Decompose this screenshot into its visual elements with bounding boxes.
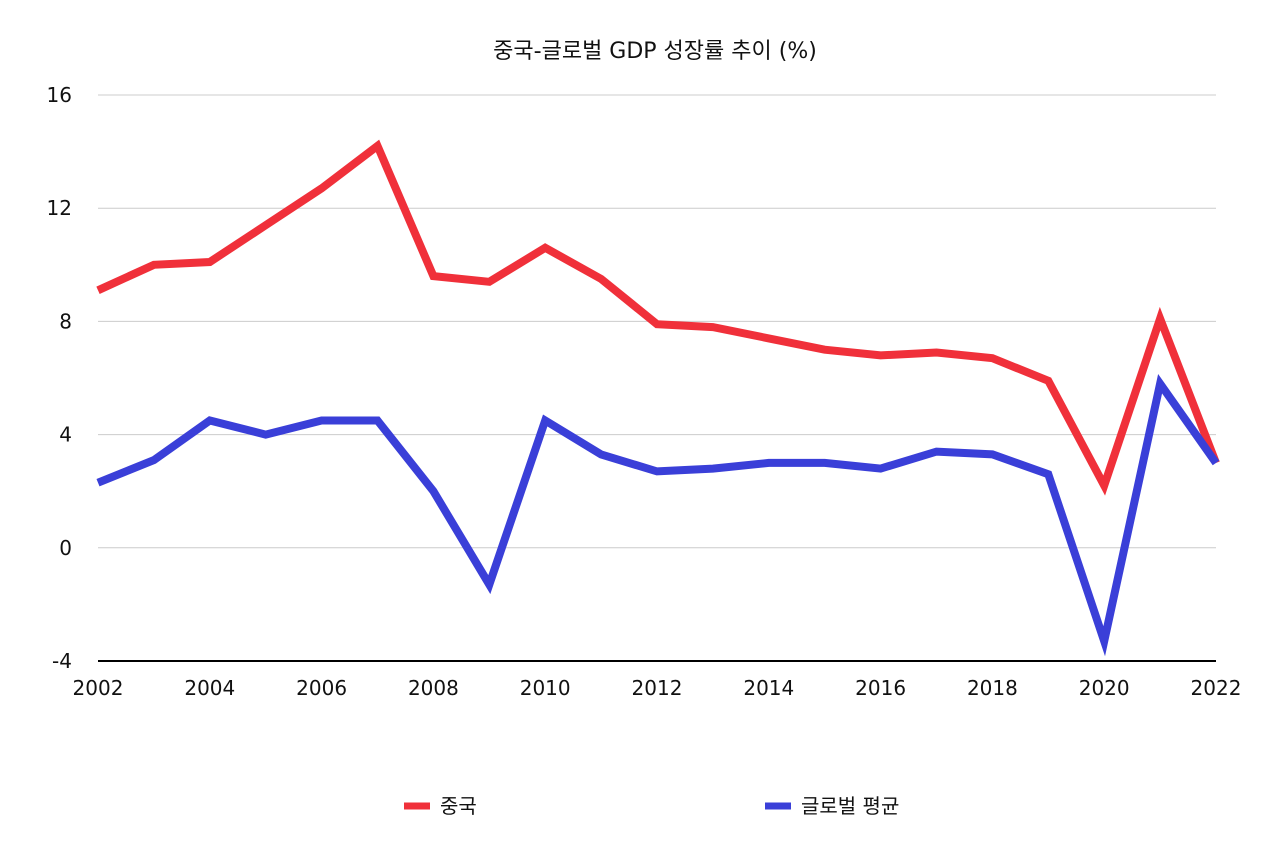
legend: 중국 글로벌 평균 — [404, 794, 899, 818]
data-point-0 — [209, 261, 210, 262]
data-point-0 — [545, 247, 546, 248]
chart-title: 중국-글로벌 GDP 성장률 추이 (%) — [493, 39, 817, 64]
data-point-0 — [992, 358, 993, 359]
data-point-0 — [936, 352, 937, 353]
data-point-1 — [377, 420, 378, 421]
data-point-1 — [153, 460, 154, 461]
data-point-0 — [1104, 485, 1105, 486]
data-point-0 — [601, 278, 602, 279]
y-tick-label: 16 — [47, 83, 72, 107]
series-lines — [96, 139, 1220, 657]
data-point-0 — [880, 355, 881, 356]
x-tick-label: 2008 — [408, 676, 459, 700]
data-point-1 — [657, 471, 658, 472]
data-point-0 — [489, 281, 490, 282]
data-point-0 — [1160, 318, 1161, 319]
y-tick-label: -4 — [52, 649, 72, 673]
x-tick-label: 2020 — [1079, 676, 1130, 700]
axes: -4 0 4 8 12 16 2002 2004 2006 2008 2010 2012 2014 201… — [47, 83, 1242, 700]
data-point-1 — [601, 454, 602, 455]
data-point-1 — [545, 420, 546, 421]
x-tick-label: 2014 — [743, 676, 794, 700]
x-tick-label: 2006 — [296, 676, 347, 700]
data-point-0 — [1048, 380, 1049, 381]
data-point-1 — [768, 462, 769, 463]
data-point-1 — [98, 482, 99, 483]
x-tick-label: 2002 — [73, 676, 124, 700]
data-point-0 — [768, 338, 769, 339]
data-point-1 — [992, 454, 993, 455]
data-point-0 — [824, 349, 825, 350]
data-point-1 — [824, 462, 825, 463]
y-tick-label: 8 — [59, 309, 72, 333]
data-point-1 — [1048, 474, 1049, 475]
x-tick-label: 2010 — [520, 676, 571, 700]
y-tick-label: 12 — [47, 196, 72, 220]
data-point-1 — [1104, 641, 1105, 642]
data-point-0 — [712, 327, 713, 328]
legend-label-1: 글로벌 평균 — [801, 794, 899, 818]
data-point-1 — [1160, 383, 1161, 384]
data-point-0 — [265, 225, 266, 226]
series-line-0 — [96, 139, 1220, 496]
y-tick-label: 0 — [59, 536, 72, 560]
data-point-1 — [321, 420, 322, 421]
data-point-0 — [153, 264, 154, 265]
data-point-0 — [377, 145, 378, 146]
series-line-1 — [96, 373, 1220, 657]
y-tick-label: 4 — [59, 423, 72, 447]
data-point-1 — [936, 451, 937, 452]
data-point-1 — [1216, 462, 1217, 463]
data-point-1 — [712, 468, 713, 469]
data-point-1 — [880, 468, 881, 469]
data-point-0 — [321, 188, 322, 189]
data-point-0 — [657, 324, 658, 325]
x-tick-label: 2016 — [855, 676, 906, 700]
data-point-0 — [98, 290, 99, 291]
legend-label-0: 중국 — [440, 794, 477, 818]
data-point-1 — [489, 584, 490, 585]
data-point-1 — [265, 434, 266, 435]
x-tick-label: 2004 — [184, 676, 235, 700]
x-tick-label: 2012 — [632, 676, 683, 700]
x-tick-label: 2018 — [967, 676, 1018, 700]
data-point-1 — [209, 420, 210, 421]
data-point-0 — [433, 276, 434, 277]
x-tick-label: 2022 — [1191, 676, 1242, 700]
data-point-1 — [433, 491, 434, 492]
